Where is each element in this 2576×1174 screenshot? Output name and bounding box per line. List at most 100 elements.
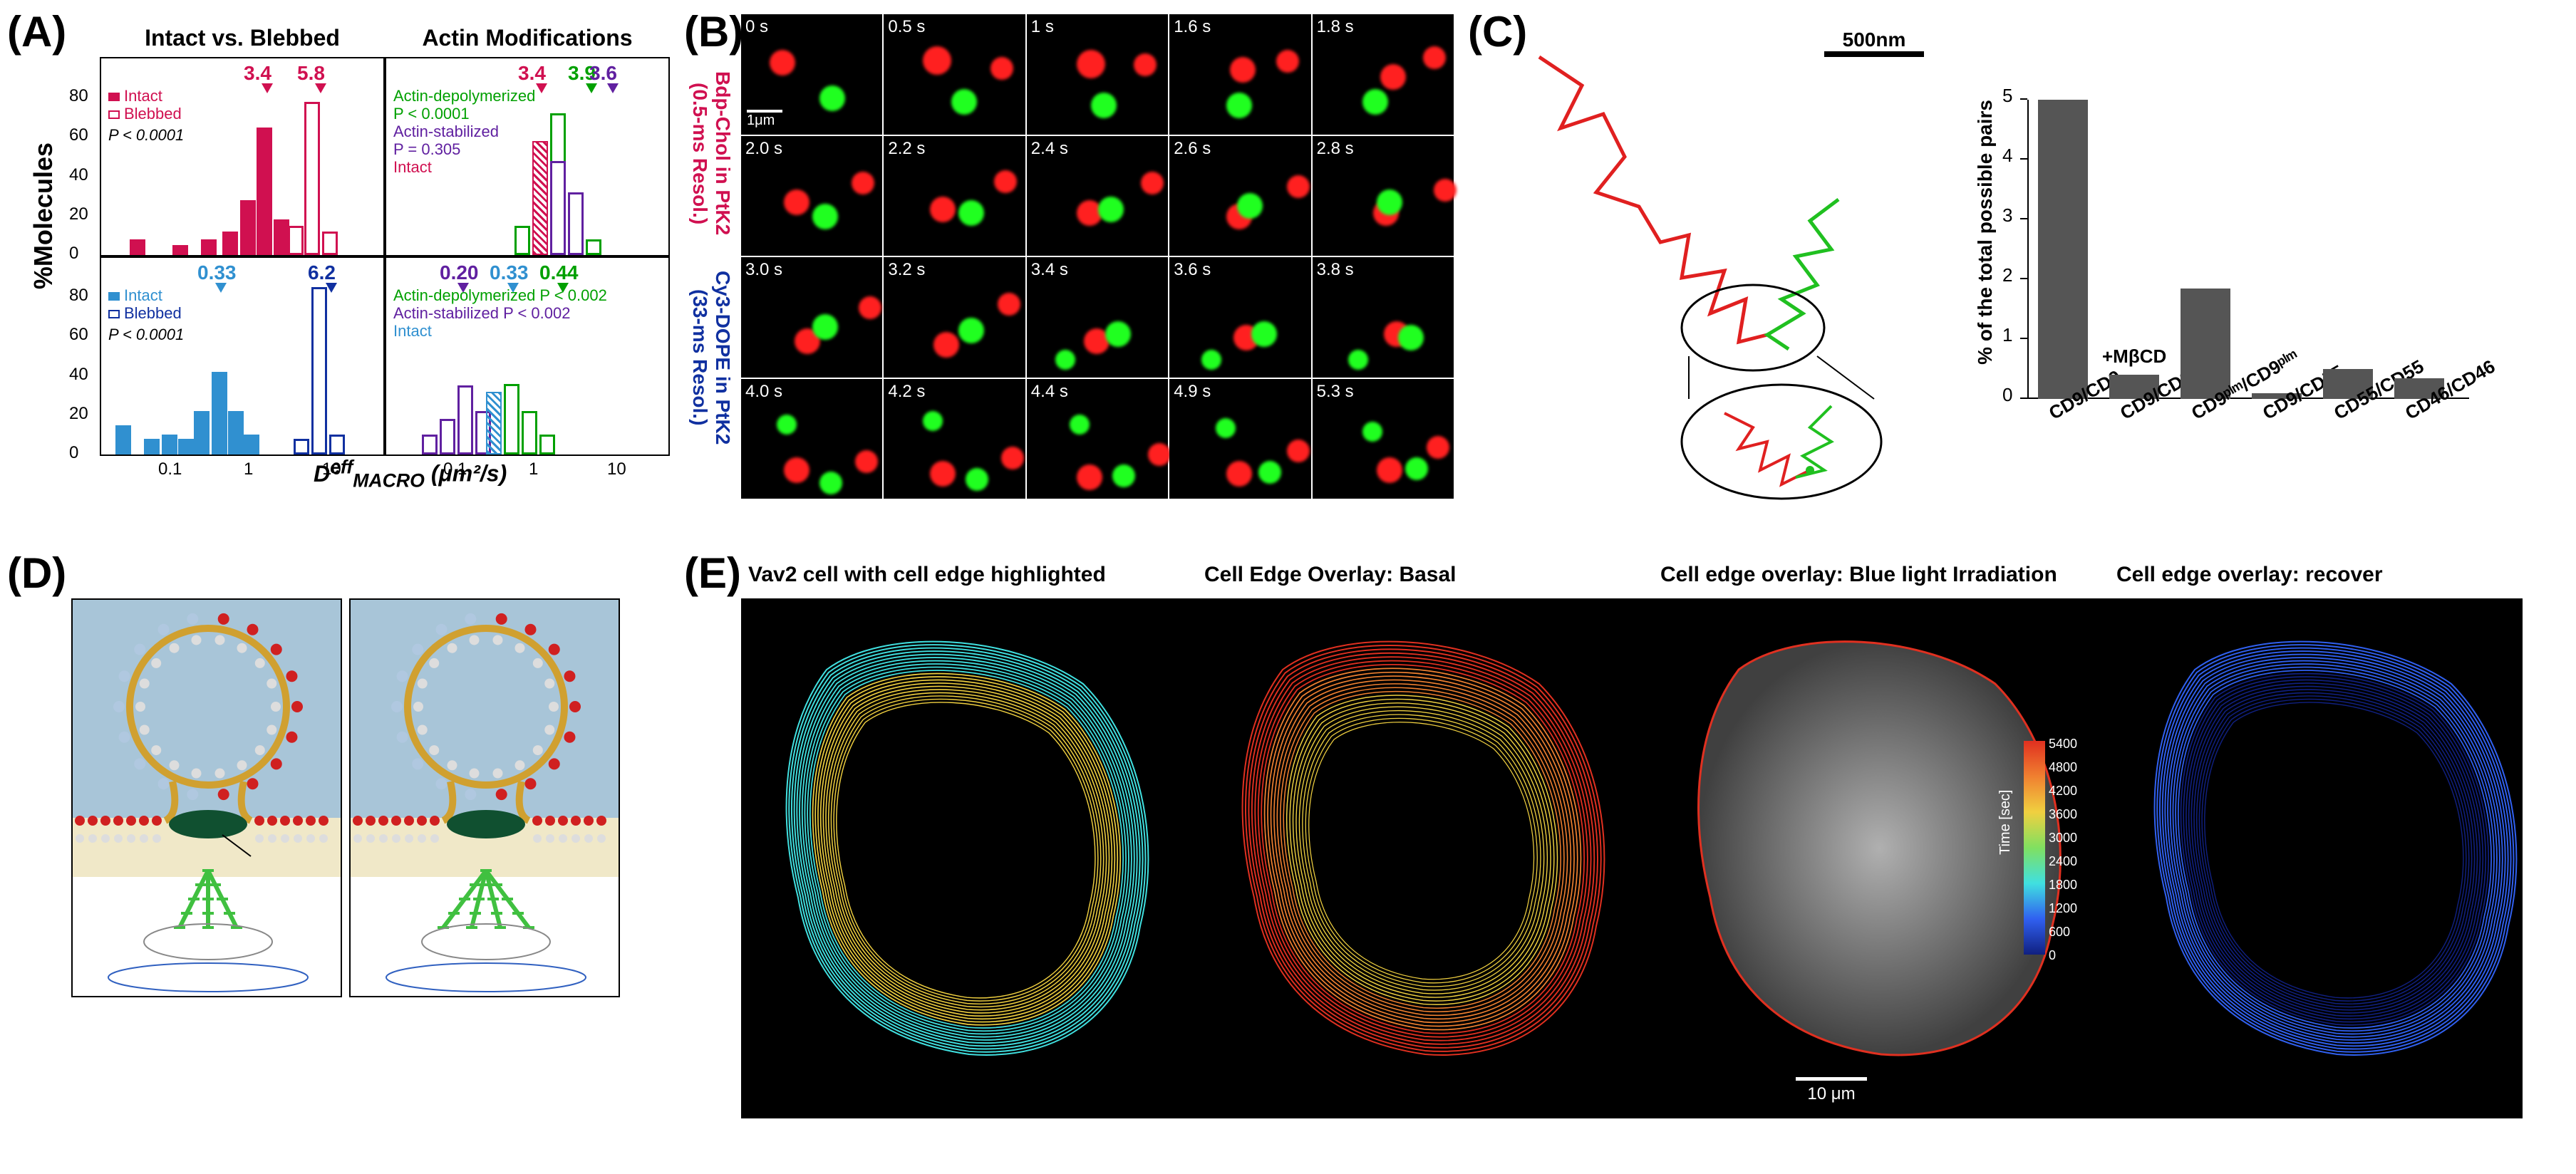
ytick-label: 80 (69, 286, 88, 306)
fluorescent-dot (1380, 64, 1406, 90)
fluorescent-dot (1077, 50, 1105, 78)
svg-text:600: 600 (2049, 925, 2070, 939)
fluorescent-dot (1001, 447, 1024, 469)
legend-item: Intact (393, 158, 432, 177)
hist-bar (130, 239, 145, 255)
time-label: 4.9 s (1174, 382, 1211, 402)
time-cell: 4.0 s (741, 379, 882, 499)
fluorescent-dot (1134, 53, 1157, 76)
time-label: 1.6 s (1174, 17, 1211, 37)
peak-label: 3.6 (589, 62, 617, 85)
fluorescent-dot (819, 85, 845, 111)
fluorescent-dot (1112, 464, 1135, 487)
hist-bar (294, 439, 309, 454)
time-cell: 1 s (1027, 14, 1168, 135)
time-label: 2.2 s (888, 139, 925, 159)
fluorescent-dot (951, 89, 977, 115)
fluorescent-dot (1287, 175, 1310, 198)
barchart-ytick: 1 (2002, 324, 2012, 346)
fluorescent-dot (812, 204, 838, 229)
fluorescent-dot (777, 415, 797, 435)
barchart-ytick: 2 (2002, 264, 2012, 286)
hist-bottom-right: 0.200.330.44Actin-depolymerized P < 0.00… (385, 256, 670, 456)
time-label: 0 s (745, 17, 768, 37)
panel-b-label: (B) (684, 7, 743, 56)
scale-bar-e: 10 μm (1796, 1077, 1867, 1104)
time-cell: 4.9 s (1169, 379, 1310, 499)
time-label: 4.2 s (888, 382, 925, 402)
diagram-left (71, 598, 342, 997)
bar-c-item (2181, 289, 2230, 399)
fluorescent-dot (958, 318, 984, 343)
panel-d-label: (D) (7, 549, 66, 598)
hist-bar (194, 411, 210, 454)
time-label: 3.6 s (1174, 260, 1211, 280)
time-cell: 1.8 s (1313, 14, 1454, 135)
time-cell: 2.4 s (1027, 136, 1168, 256)
hist-bar (311, 287, 327, 454)
time-cell: 2.0 s (741, 136, 882, 256)
time-cell: 3.6 s (1169, 257, 1310, 378)
svg-text:5400: 5400 (2049, 737, 2077, 751)
hist-bar (212, 372, 227, 454)
cell-image: Cell Edge Overlay: Basal (1197, 598, 1639, 1118)
time-cell: 3.4 s (1027, 257, 1168, 378)
fluorescent-dot (1258, 461, 1281, 484)
legend-item: Actin-depolymerized (393, 87, 535, 105)
time-series-grid: 0 s1μm0.5 s1 s1.6 s1.8 s2.0 s2.2 s2.4 s2… (741, 14, 1454, 499)
legend-item: Actin-stabilized (393, 123, 499, 141)
legend-item: Intact (108, 87, 162, 105)
fluorescent-dot (1398, 325, 1424, 350)
cell-svg (741, 598, 1183, 1111)
hist-bar (522, 411, 537, 454)
fluorescent-dot (1362, 422, 1382, 442)
svg-text:0: 0 (2049, 948, 2056, 962)
panel-a: (A) %Molecules Intact vs. Blebbed Actin … (0, 0, 684, 541)
barchart-ytick: 5 (2002, 85, 2012, 107)
time-cell: 1.6 s (1169, 14, 1310, 135)
fluorescent-dot (859, 296, 881, 319)
hist-bar (514, 226, 530, 255)
ytick-label: 60 (69, 325, 88, 345)
cell-image: Vav2 cell with cell edge highlighted (741, 598, 1183, 1118)
time-cell: 2.6 s (1169, 136, 1310, 256)
peak-marker (315, 83, 326, 93)
fluorescent-dot (784, 189, 809, 215)
hist-top-left: 3.45.8IntactBlebbedP < 0.0001020406080 (100, 57, 385, 256)
time-cell: 4.4 s (1027, 379, 1168, 499)
hist-bar (228, 411, 244, 454)
panel-b: (B) 0 s1μm0.5 s1 s1.6 s1.8 s2.0 s2.2 s2.… (684, 0, 1468, 541)
ytick-label: 60 (69, 125, 88, 145)
time-cell: 3.8 s (1313, 257, 1454, 378)
diagram-pair (71, 598, 670, 997)
ytick-label: 20 (69, 204, 88, 224)
xtick-label: 1 (244, 459, 253, 479)
fluorescent-dot (1226, 461, 1252, 487)
fluorescent-dot (1141, 172, 1164, 194)
xtick-label: 1 (529, 459, 538, 479)
cell-title: Cell edge overlay: Blue light Irradiatio… (1660, 563, 2057, 587)
fluorescent-dot (1226, 93, 1252, 118)
ytick-label: 80 (69, 86, 88, 106)
peak-label: 3.4 (518, 62, 546, 85)
fluorescent-dot (1377, 189, 1402, 215)
peak-label: 6.2 (308, 261, 336, 284)
peak-label: 0.20 (440, 261, 479, 284)
time-label: 4.0 s (745, 382, 782, 402)
hist-bar (486, 392, 502, 454)
time-cell: 2.2 s (884, 136, 1025, 256)
peak-label: 3.4 (244, 62, 271, 85)
peak-label: 0.33 (197, 261, 237, 284)
panel-c: (C) 500nm % of the total possible pairs … (1468, 0, 2537, 541)
time-label: 2.4 s (1031, 139, 1068, 159)
cell-svg: 540048004200360030002400180012006000Time… (1653, 598, 2095, 1111)
fluorescent-dot (1427, 436, 1449, 459)
time-label: 2.6 s (1174, 139, 1211, 159)
fluorescent-dot (966, 468, 988, 491)
hist-bar (550, 161, 566, 255)
fluorescent-dot (1105, 321, 1131, 347)
time-label: 0.5 s (888, 17, 925, 37)
time-cell: 4.2 s (884, 379, 1025, 499)
ytick-label: 0 (69, 244, 78, 264)
hist-bottom-left: 0.336.2IntactBlebbedP < 0.00010204060800… (100, 256, 385, 456)
